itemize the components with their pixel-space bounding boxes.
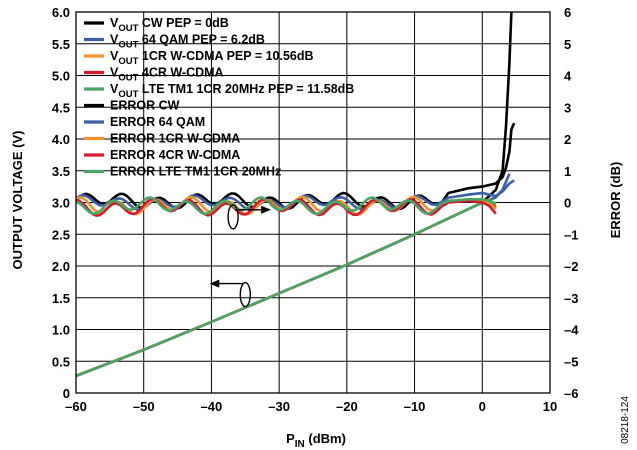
y-tick-label: 0 [63,386,70,401]
x-tick-label: –40 [201,399,223,414]
x-tick-label: 10 [543,399,557,414]
legend-entry-main: ERROR 1CR W-CDMA [110,132,240,146]
series-group [75,11,516,378]
figure-id: 08218-124 [620,396,631,444]
legend-entry: ERROR CW [110,99,180,113]
y2-tick-label: 3 [564,100,571,115]
y2-tick-label: –1 [564,227,578,242]
y2-tick-label: –6 [564,386,578,401]
legend-entry: ERROR 1CR W-CDMA [110,132,240,146]
legend-entry: VOUT CW PEP = 0dB [110,16,229,34]
legend-entry-main: ERROR CW [110,99,180,113]
legend-entry: VOUT 4CR W-CDMA [110,66,224,84]
y-tick-label: 1.0 [52,323,70,338]
legend-entry-rest: 64 QAM PEP = 6.2dB [138,33,265,47]
y2-tick-label: –2 [564,259,578,274]
series-line [75,196,497,216]
x-tick-label: –30 [268,399,290,414]
y-tick-label: 0.5 [52,354,70,369]
y-tick-label: 1.5 [52,291,70,306]
y2-tick-label: 6 [564,5,571,20]
x-axis-title-unit: (dBm) [305,431,346,446]
legend-entry-main: ERROR 64 QAM [110,115,205,129]
x-tick-label: –60 [65,399,87,414]
legend-entry-sub: OUT [118,23,138,34]
y-axis-title: OUTPUT VOLTAGE (V) [10,131,25,270]
y2-tick-label: 1 [564,164,571,179]
right-axis-arrowhead [261,205,272,214]
legend-entry-sub: OUT [118,56,138,67]
legend-entry-sub: OUT [118,89,138,100]
legend-entry-sub: OUT [118,40,138,51]
y-tick-label: 5.0 [52,69,70,84]
legend-entry: VOUT 1CR W-CDMA PEP = 10.56dB [110,49,314,67]
y-tick-label: 5.5 [52,37,70,52]
y-tick-label: 3.0 [52,196,70,211]
y2-tick-label: 4 [564,69,572,84]
y-tick-label: 6.0 [52,5,70,20]
y2-tick-label: 0 [564,196,571,211]
legend-entry-main: ERROR 4CR W-CDMA [110,148,240,162]
x-axis-title-sub: IN [295,439,305,450]
legend-entry-main: V [110,49,119,63]
x-tick-label: –20 [336,399,358,414]
legend-entry-rest: 4CR W-CDMA [138,66,223,80]
legend-entry-rest: 1CR W-CDMA PEP = 10.56dB [138,49,313,63]
y2-tick-label: –3 [564,291,578,306]
legend-entry: VOUT 64 QAM PEP = 6.2dB [110,33,265,51]
y-tick-label: 4.0 [52,132,70,147]
y2-tick-label: 2 [564,132,571,147]
y2-tick-label: –5 [564,354,578,369]
y2-axis-title: ERROR (dB) [608,162,623,239]
legend-entry-sub: OUT [118,73,138,84]
legend-entry-main: V [110,16,119,30]
y2-tick-label: –4 [564,323,579,338]
legend-entry: ERROR 4CR W-CDMA [110,148,240,162]
y2-tick-label: 5 [564,37,571,52]
legend-entry: ERROR 64 QAM [110,115,205,129]
x-axis-title: PIN (dBm) [286,431,346,450]
y-tick-label: 2.0 [52,259,70,274]
legend-entry-main: V [110,33,119,47]
x-axis-title-main: P [286,431,295,446]
y-tick-label: 4.5 [52,100,70,115]
annotation-ellipse [239,281,251,308]
y-tick-label: 2.5 [52,227,70,242]
left-axis-arrowhead [209,279,220,288]
plot-frame [75,11,551,394]
axes: –60 –50 –40 –30 –20 –10 0 1000.51.01.52.02.53.0… [52,5,579,414]
legend-entry: ERROR LTE TM1 1CR 20MHz [110,165,281,179]
legend-entry-main: V [110,82,119,96]
legend-entry: VOUT LTE TM1 1CR 20MHz PEP = 11.58dB [110,82,354,100]
x-tick-label: –10 [404,399,426,414]
y-tick-label: 3.5 [52,164,70,179]
legend-entry-main: ERROR LTE TM1 1CR 20MHz [110,165,281,179]
annotations [209,204,272,308]
annotation-ellipse [227,204,239,230]
x-tick-label: –50 [133,399,155,414]
x-tick-label: 0 [479,399,486,414]
legend-entry-rest: CW PEP = 0dB [138,16,228,30]
legend-entry-rest: LTE TM1 1CR 20MHz PEP = 11.58dB [138,82,354,96]
legend-entry-main: V [110,66,119,80]
